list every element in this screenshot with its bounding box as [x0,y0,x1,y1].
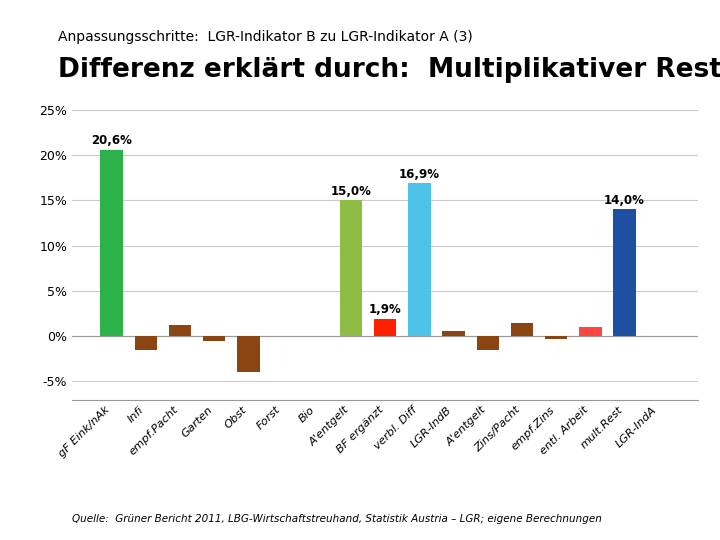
Bar [613,210,636,336]
Bar [374,319,396,336]
Bar [408,183,431,336]
Bar [169,326,191,336]
Text: 1,9%: 1,9% [369,303,402,316]
Bar [443,331,464,336]
Bar [511,323,533,336]
Text: 14,0%: 14,0% [604,194,645,207]
Bar [238,336,259,373]
Bar [135,336,157,350]
Bar [340,200,362,336]
Text: 20,6%: 20,6% [91,134,132,147]
Bar [580,327,601,336]
Bar [101,150,122,336]
Text: Anpassungsschritte:  LGR-Indikator B zu LGR-Indikator A (3): Anpassungsschritte: LGR-Indikator B zu L… [58,30,472,44]
Bar [203,336,225,341]
Text: Differenz erklärt durch:  Multiplikativer Rest: Differenz erklärt durch: Multiplikativer… [58,57,720,83]
Text: 16,9%: 16,9% [399,167,440,180]
Text: 15,0%: 15,0% [330,185,372,198]
Bar [545,336,567,339]
Bar [477,336,499,350]
Text: Quelle:  Grüner Bericht 2011, LBG-Wirtschaftstreuhand, Statistik Austria – LGR; : Quelle: Grüner Bericht 2011, LBG-Wirtsch… [72,514,602,524]
